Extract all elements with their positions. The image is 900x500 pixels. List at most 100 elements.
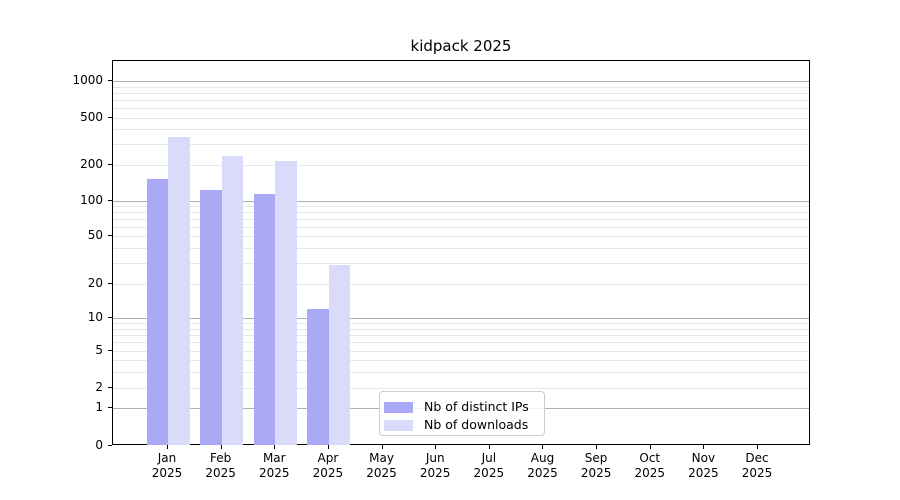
bar-downloads-feb <box>221 156 244 445</box>
x-tick-label-feb: Feb 2025 <box>189 451 253 481</box>
y-tick-mark <box>108 317 112 318</box>
y-tick-mark <box>108 350 112 351</box>
bar-distinct-ips-apr <box>307 309 329 445</box>
x-tick-mark <box>220 445 222 449</box>
x-tick-label-mar: Mar 2025 <box>242 451 306 481</box>
gridline-minor <box>113 219 809 220</box>
x-tick-mark <box>167 445 168 449</box>
x-tick-month: Mar <box>262 451 286 465</box>
gridline-minor <box>113 226 809 228</box>
x-tick-mark <box>381 445 383 449</box>
x-tick-label-nov: Nov 2025 <box>671 451 735 481</box>
plot-area <box>112 60 810 445</box>
x-tick-mark <box>274 445 276 449</box>
x-tick-year: 2025 <box>419 466 451 480</box>
x-tick-year: 2025 <box>580 466 612 480</box>
y-tick-mark <box>108 387 112 388</box>
x-tick-month: Nov <box>691 451 716 465</box>
y-tick-mark <box>108 200 112 201</box>
bar-distinct-ips-feb <box>200 190 222 445</box>
legend-item-distinct-ips: Nb of distinct IPs <box>384 398 544 416</box>
bar-downloads-mar <box>275 161 297 445</box>
bar-downloads-jan <box>168 136 190 445</box>
y-tick-mark <box>108 117 112 118</box>
bar-downloads-apr <box>328 264 351 445</box>
y-tick-mark <box>108 80 112 81</box>
y-tick-label: 20 <box>87 276 103 290</box>
y-tick-label: 2 <box>95 380 103 394</box>
x-tick-year: 2025 <box>205 466 236 480</box>
gridline-minor <box>113 92 809 94</box>
chart-title: kidpack 2025 <box>410 37 512 55</box>
y-tick-label: 1000 <box>72 73 103 87</box>
y-tick-label: 50 <box>87 228 103 242</box>
gridline-minor <box>113 164 809 166</box>
gridline-minor <box>113 247 809 249</box>
bar-distinct-ips-mar <box>253 194 276 445</box>
x-tick-label-may: May 2025 <box>350 451 414 481</box>
x-tick-mark <box>542 445 544 449</box>
x-tick-year: 2025 <box>366 466 397 480</box>
x-tick-month: Oct <box>639 451 661 465</box>
gridline-major <box>113 81 809 82</box>
gridline-minor <box>113 334 809 336</box>
x-tick-label-sep: Sep 2025 <box>564 451 628 481</box>
y-tick-mark <box>108 163 112 165</box>
legend-label-downloads: Nb of downloads <box>424 417 529 432</box>
x-tick-mark <box>435 445 437 449</box>
y-tick-label: 5 <box>95 343 103 357</box>
y-tick-label: 1 <box>95 400 103 414</box>
gridline-minor <box>113 371 809 373</box>
y-tick-mark <box>108 407 112 408</box>
gridline-minor <box>113 118 809 119</box>
y-tick-label: 0 <box>95 438 103 452</box>
y-tick-mark <box>108 283 112 284</box>
legend-label-distinct-ips: Nb of distinct IPs <box>424 399 529 414</box>
x-tick-month: May <box>369 451 394 465</box>
gridline-minor <box>113 351 809 352</box>
x-tick-label-jun: Jun 2025 <box>403 451 467 481</box>
gridline-minor <box>113 212 809 214</box>
gridline-minor <box>113 86 809 88</box>
legend-swatch-downloads <box>384 419 413 431</box>
x-tick-month: Jun <box>425 451 445 465</box>
gridline-minor <box>113 100 809 102</box>
x-tick-year: 2025 <box>312 466 344 480</box>
y-tick-label: 10 <box>87 310 103 324</box>
gridline-minor <box>113 342 809 344</box>
y-tick-label: 500 <box>80 110 103 124</box>
gridline-minor <box>113 206 809 208</box>
legend-item-downloads: Nb of downloads <box>384 416 544 434</box>
gridline-minor <box>113 328 809 330</box>
gridline-minor <box>113 360 809 361</box>
y-tick-mark <box>108 235 112 236</box>
x-tick-mark <box>596 445 598 449</box>
gridline-major <box>113 318 809 319</box>
x-tick-year: 2025 <box>258 466 290 480</box>
gridline-minor <box>113 108 809 110</box>
x-tick-month: Dec <box>745 451 769 465</box>
y-tick-label: 200 <box>80 156 103 171</box>
x-tick-mark <box>327 445 329 449</box>
x-tick-label-jul: Jul 2025 <box>457 451 521 481</box>
x-tick-label-apr: Apr 2025 <box>296 451 360 481</box>
x-tick-year: 2025 <box>151 466 183 480</box>
y-tick-mark <box>108 445 112 446</box>
x-tick-month: Aug <box>530 451 555 465</box>
x-tick-year: 2025 <box>473 466 505 480</box>
x-tick-month: Sep <box>584 451 608 465</box>
x-tick-label-oct: Oct 2025 <box>618 451 682 481</box>
x-tick-label-jan: Jan 2025 <box>135 451 199 481</box>
legend: Nb of distinct IPs Nb of downloads <box>379 391 545 436</box>
x-tick-year: 2025 <box>741 466 773 480</box>
bar-distinct-ips-jan <box>146 178 168 445</box>
gridline-minor <box>113 388 809 389</box>
x-tick-month: Feb <box>210 451 232 465</box>
x-tick-mark <box>649 445 651 449</box>
x-tick-year: 2025 <box>634 466 666 480</box>
gridline-minor <box>113 323 809 325</box>
x-tick-mark <box>488 445 490 449</box>
x-tick-mark <box>703 445 705 449</box>
x-tick-year: 2025 <box>527 466 558 480</box>
